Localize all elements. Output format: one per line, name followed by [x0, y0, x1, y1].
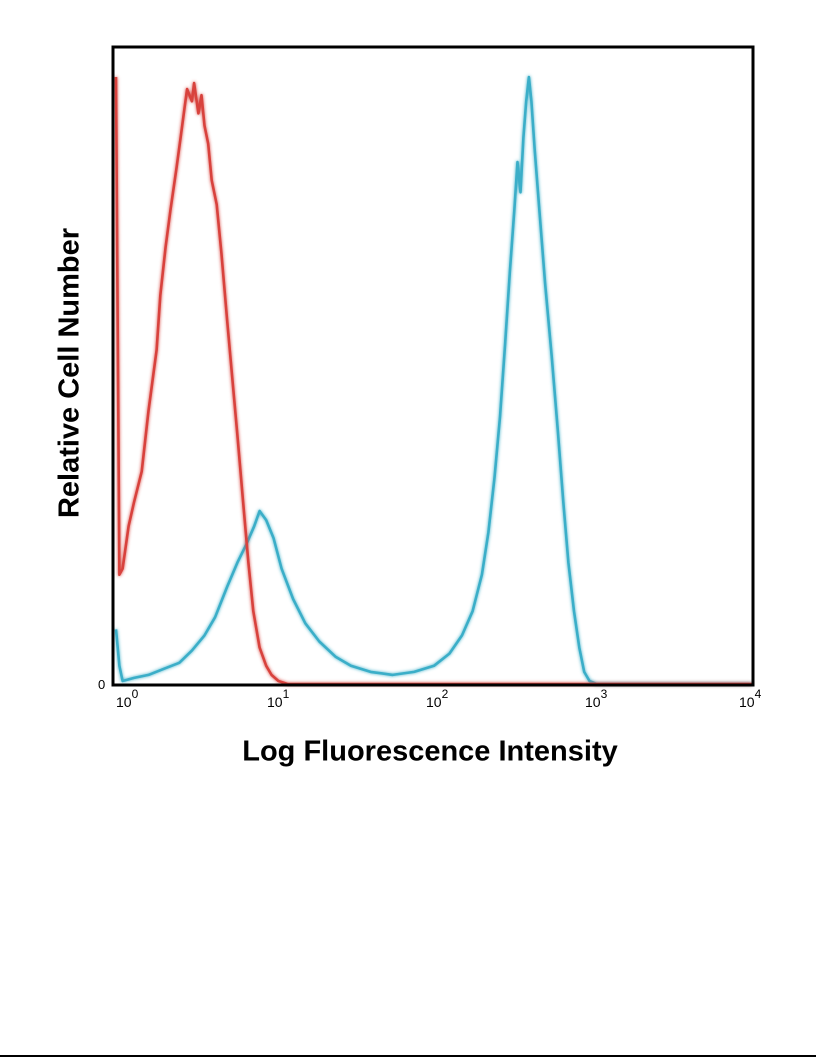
y-tick-label: 0	[98, 677, 106, 692]
x-tick-label: 104	[739, 687, 762, 710]
x-tick-label: 102	[426, 687, 449, 710]
plot-frame	[111, 45, 755, 687]
y-axis-label: Relative Cell Number	[53, 227, 86, 519]
histogram-series-blue	[114, 75, 752, 686]
histogram-series-red	[114, 76, 752, 686]
x-tick-label: 100	[116, 687, 139, 710]
x-tick-label: 103	[585, 687, 608, 710]
x-tick-label: 101	[267, 687, 290, 710]
page-bottom-rule	[0, 1055, 816, 1057]
x-axis-label: Log Fluorescence Intensity	[242, 735, 618, 768]
